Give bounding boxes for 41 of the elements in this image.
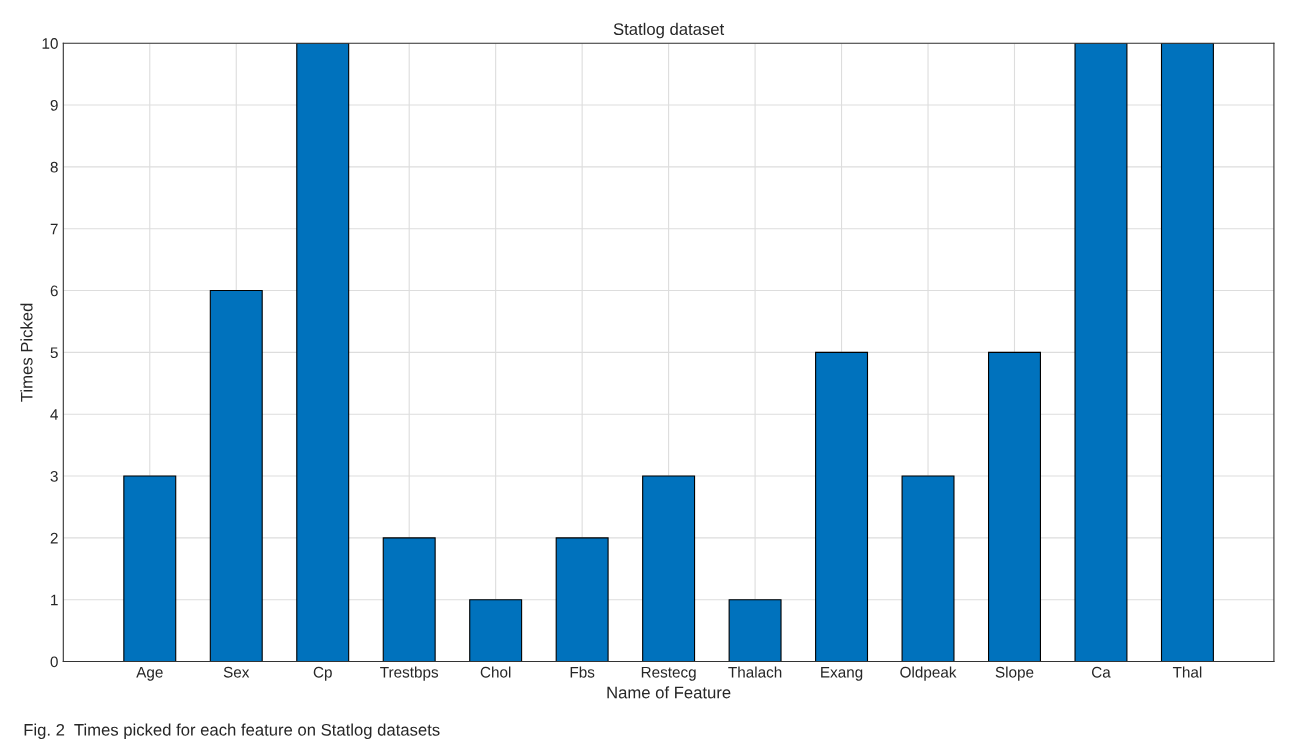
x-tick-label: Slope — [995, 666, 1034, 681]
bar — [642, 475, 696, 662]
y-axis-title: Times Picked — [20, 303, 33, 402]
x-tick-label: Cp — [313, 666, 332, 681]
x-tick-label: Sex — [223, 666, 250, 678]
x-tick-label: Ca — [1091, 666, 1111, 678]
x-tick-label: Thal — [1172, 666, 1202, 678]
bar — [123, 475, 177, 662]
y-tick-label: 2 — [50, 532, 58, 544]
bar — [209, 289, 263, 662]
y-tick-label: 0 — [50, 656, 58, 668]
chart-title: Statlog dataset — [613, 22, 725, 39]
y-tick-label: 1 — [51, 594, 58, 606]
x-tick-label: Trestbps — [380, 666, 439, 681]
bar — [728, 599, 782, 662]
y-tick-label: 9 — [50, 99, 58, 111]
bar — [1160, 43, 1214, 662]
y-tick-label: 6 — [50, 285, 58, 297]
x-tick-label: Fbs — [570, 666, 595, 678]
bar — [296, 43, 350, 662]
x-axis-title: Name of Feature — [607, 686, 731, 699]
bar — [555, 537, 609, 662]
y-tick-label: 10 — [42, 38, 58, 49]
bar — [382, 537, 436, 662]
y-tick-label: 7 — [50, 223, 58, 235]
y-tick-label: 4 — [50, 409, 58, 420]
bar — [815, 351, 869, 662]
bar — [988, 351, 1041, 662]
x-tick-label: Restecg — [641, 666, 696, 681]
y-tick-label: 3 — [50, 470, 58, 482]
bar — [1074, 43, 1128, 662]
y-tick-label: 8 — [50, 161, 58, 173]
x-tick-label: Chol — [480, 666, 511, 678]
x-tick-label: Exang — [821, 666, 863, 681]
bar — [469, 599, 523, 662]
x-tick-label: Age — [136, 666, 163, 681]
x-tick-label: Thalach — [728, 666, 782, 678]
x-tick-label: Oldpeak — [900, 666, 957, 681]
caption: Fig. 2 Times picked for each feature on Statlog datasets — [24, 723, 440, 740]
y-tick-label: 5 — [50, 347, 58, 359]
bar — [901, 475, 955, 662]
